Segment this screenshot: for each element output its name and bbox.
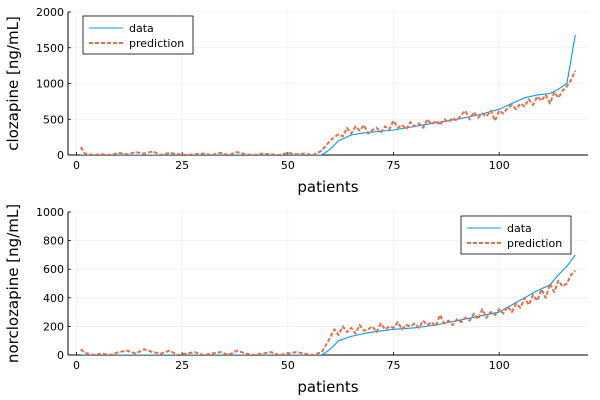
x-axis-label: patients [297, 178, 358, 196]
x-tick-label: 25 [175, 359, 189, 372]
y-tick-label: 500 [43, 113, 64, 126]
y-tick-label: 1000 [36, 206, 64, 219]
y-tick-label: 600 [43, 263, 64, 276]
y-tick-label: 2000 [36, 6, 64, 19]
y-tick-label: 0 [57, 149, 64, 162]
legend: data prediction [460, 215, 572, 255]
y-tick-label: 200 [43, 320, 64, 333]
y-tick-label: 0 [57, 349, 64, 362]
legend-label-prediction: prediction [507, 237, 562, 250]
y-tick-label: 1500 [36, 42, 64, 55]
y-axis-label: norclozapine [ng/mL] [4, 204, 22, 363]
series-prediction-line [79, 70, 577, 155]
chart-1: 0 25 50 75 1000500100015002000patientsclozap… [4, 6, 588, 196]
y-axis-label: clozapine [ng/mL] [4, 16, 22, 151]
series-data-line [80, 34, 576, 155]
x-tick-label: 50 [281, 159, 295, 172]
x-tick-label: 100 [489, 159, 510, 172]
legend-box [82, 15, 194, 55]
legend: data prediction [82, 15, 194, 55]
y-tick-label: 400 [43, 292, 64, 305]
series-data-line [80, 254, 576, 355]
legend-label-data: data [507, 222, 532, 235]
chart-2: 0 25 50 75 10002004006008001000patientsnorcl… [4, 204, 588, 396]
x-tick-label: 100 [489, 359, 510, 372]
legend-label-prediction: prediction [129, 37, 184, 50]
x-tick-label: 25 [175, 159, 189, 172]
legend-box [460, 215, 572, 255]
x-tick-label: 0 [73, 159, 80, 172]
x-tick-label: 75 [387, 159, 401, 172]
x-axis-label: patients [297, 378, 358, 396]
series-prediction-line [80, 269, 577, 355]
x-tick-label: 0 [73, 359, 80, 372]
y-tick-label: 1000 [36, 78, 64, 91]
y-tick-label: 800 [43, 235, 64, 248]
legend-label-data: data [129, 22, 154, 35]
x-tick-label: 50 [281, 359, 295, 372]
x-tick-label: 75 [387, 359, 401, 372]
